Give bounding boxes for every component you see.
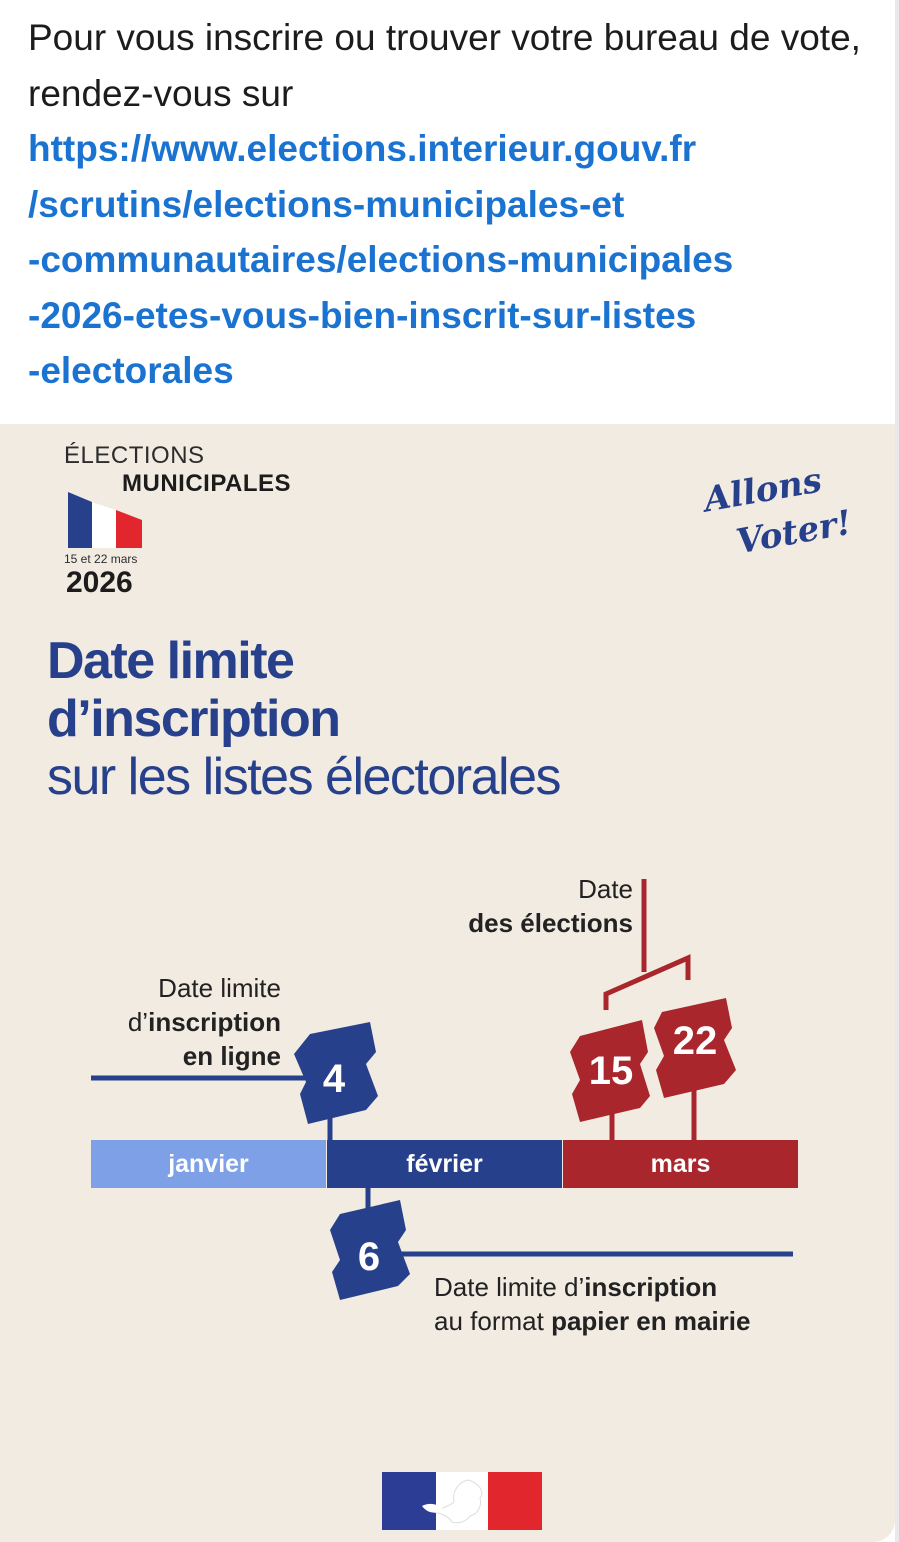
elections-link[interactable]: https://www.elections.interieur.gouv.fr … (28, 121, 878, 399)
headline: Date limite d’inscription sur les listes… (47, 632, 562, 806)
day-22-number: 22 (673, 1019, 718, 1063)
link-line: /scrutins/elections-municipales-et (28, 183, 625, 225)
timeline-graphic: 4 15 22 6 (91, 879, 798, 1300)
post-text: Pour vous inscrire ou trouver votre bure… (28, 10, 878, 399)
online-l2-pre: d’ (127, 1007, 149, 1037)
month-bar-february (327, 1140, 562, 1188)
online-deadline-label: Date limite d’inscription en ligne (128, 971, 281, 1073)
elections-l1: Date (578, 874, 633, 904)
online-l1: Date limite (158, 973, 281, 1003)
allons-voter-logo: Allons Voter! (700, 460, 850, 562)
day-22-badge (654, 998, 736, 1098)
logo-year: 2026 (66, 566, 133, 599)
headline-line3: sur les listes électorales (47, 748, 562, 806)
day-15-badge (570, 1020, 650, 1122)
elections-logo: ÉLECTIONS MUNICIPALES 15 et 22 mars 2026 (64, 442, 324, 599)
infographic-image[interactable]: ÉLECTIONS MUNICIPALES 15 et 22 mars 2026… (0, 424, 895, 1542)
logo-line1: ÉLECTIONS (64, 442, 205, 469)
post-intro: Pour vous inscrire ou trouver votre bure… (28, 17, 861, 114)
headline-line2: d’inscription (47, 690, 341, 748)
month-label-january: janvier (168, 1149, 249, 1178)
link-line: https://www.elections.interieur.gouv.fr (28, 128, 697, 169)
paper-l1-bold: inscription (584, 1272, 718, 1302)
logo-line2: MUNICIPALES (122, 470, 292, 497)
paper-l1-pre: Date limite d’ (434, 1272, 585, 1302)
day-6-badge (330, 1200, 410, 1300)
day-4-badge (294, 1022, 378, 1124)
month-bar-march (563, 1140, 798, 1188)
elections-l2: des élections (468, 908, 633, 938)
logo-dates: 15 et 22 mars (64, 552, 138, 566)
marianne-logo-icon (382, 1472, 542, 1530)
paper-l2-pre: au format (434, 1306, 552, 1336)
day-4-number: 4 (323, 1057, 346, 1101)
french-flag-icon (68, 492, 142, 548)
month-bar-january (91, 1140, 326, 1188)
online-l3: en ligne (182, 1041, 281, 1071)
day-6-number: 6 (358, 1235, 380, 1279)
link-line: -electorales (28, 350, 234, 391)
elections-label: Date des élections (468, 872, 633, 940)
paper-l2-bold: papier en mairie (551, 1306, 751, 1336)
paper-deadline-label: Date limite d’inscription au format papi… (434, 1270, 750, 1338)
elections-bracket (603, 954, 691, 1010)
online-l2-bold: inscription (148, 1007, 281, 1037)
month-label-february: février (406, 1149, 483, 1178)
headline-line1: Date limite (47, 632, 295, 690)
month-label-march: mars (650, 1149, 711, 1178)
card-border (895, 0, 899, 1542)
day-15-number: 15 (589, 1049, 634, 1093)
link-line: -2026-etes-vous-bien-inscrit-sur-listes (28, 294, 697, 336)
link-line: -communautaires/elections-municipales (28, 239, 734, 280)
